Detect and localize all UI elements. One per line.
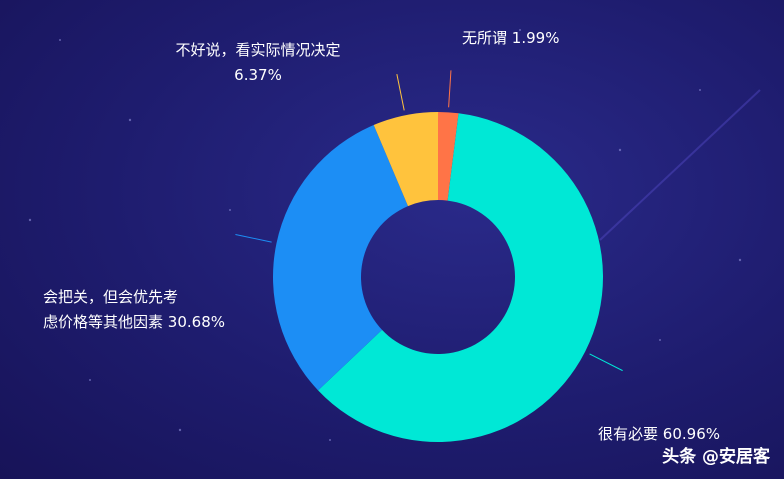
label-name: 无所谓 — [462, 29, 508, 47]
watermark: 头条 @安居客 — [662, 447, 770, 467]
slice-label: 会把关，但会优先考 虑价格等其他因素 30.68% — [43, 285, 225, 335]
label-name: 会把关，但会优先考 虑价格等其他因素 — [43, 288, 179, 331]
stars — [28, 29, 742, 441]
slice-label: 无所谓 1.99% — [462, 26, 559, 51]
streak — [599, 89, 761, 241]
slice-label: 不好说，看实际情况决定 6.37% — [158, 38, 358, 88]
slice — [373, 112, 438, 207]
leader-line — [448, 70, 452, 108]
label-name: 很有必要 — [598, 425, 659, 443]
leader-line — [235, 234, 272, 243]
slice-label: 很有必要 60.96% — [598, 422, 720, 447]
label-value: 60.96% — [662, 425, 720, 443]
leader-line — [589, 353, 623, 372]
leader-line — [396, 74, 405, 111]
label-value: 6.37% — [234, 66, 282, 84]
label-value: 30.68% — [167, 313, 225, 331]
label-value: 1.99% — [511, 29, 560, 47]
slice — [438, 112, 459, 201]
slice — [273, 125, 408, 391]
label-name: 不好说，看实际情况决定 — [175, 41, 341, 59]
slice — [318, 113, 604, 442]
